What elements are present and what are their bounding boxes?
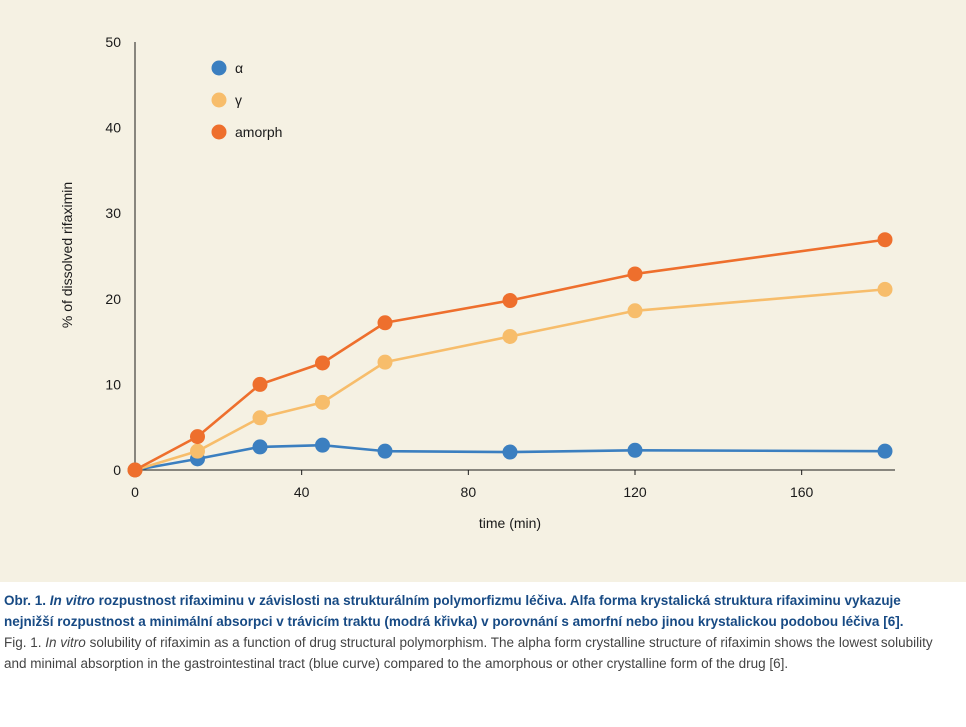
legend-label: γ — [235, 92, 242, 108]
y-tick-label: 30 — [105, 205, 121, 221]
series-1-line — [134, 288, 886, 472]
series-0-point — [627, 442, 643, 458]
series-0-point — [877, 443, 893, 459]
y-tick-label: 50 — [105, 34, 121, 50]
legend-marker — [211, 92, 227, 108]
x-tick-label: 120 — [623, 484, 647, 500]
series-2-point — [627, 266, 643, 282]
y-tick-label: 20 — [105, 291, 121, 307]
x-tick-label: 40 — [294, 484, 310, 500]
caption-czech: Obr. 1. In vitro rozpustnost rifaximinu … — [4, 590, 954, 632]
x-axis-title: time (min) — [479, 515, 541, 531]
axes: 0 10 20 30 40 50 0 40 80 120 160 — [105, 34, 895, 500]
series-0-point — [377, 443, 393, 459]
series-2-point — [877, 232, 893, 248]
series-1-point — [502, 328, 518, 344]
series-1-point — [252, 410, 268, 426]
series-1-point — [190, 443, 205, 459]
series-1-point — [377, 354, 393, 370]
caption-czech-text: rozpustnost rifaximinu v závislosti na s… — [4, 593, 904, 629]
caption-english: Fig. 1. In vitro solubility of rifaximin… — [4, 632, 954, 674]
series-1-point — [877, 281, 893, 297]
caption-english-label: Fig. 1. — [4, 635, 42, 650]
x-tick-label: 80 — [461, 484, 477, 500]
y-tick-label: 0 — [113, 462, 121, 478]
y-axis-title: % of dissolved rifaximin — [59, 182, 75, 328]
legend-marker — [211, 124, 227, 140]
legend-marker — [211, 60, 227, 76]
caption-english-italic: In vitro — [45, 635, 86, 650]
x-tick-label: 0 — [131, 484, 139, 500]
caption-czech-italic: In vitro — [49, 593, 95, 608]
series-2-point — [190, 429, 205, 445]
series-2-point — [377, 315, 393, 331]
y-tick-label: 40 — [105, 120, 121, 136]
series-1-point — [315, 394, 330, 410]
series-2-point — [315, 355, 330, 371]
series-layer — [127, 232, 893, 478]
figure-caption: Obr. 1. In vitro rozpustnost rifaximinu … — [4, 590, 954, 674]
caption-czech-label: Obr. 1. — [4, 593, 47, 608]
series-0-line — [134, 443, 886, 472]
x-tick-label: 160 — [790, 484, 814, 500]
series-0-point — [502, 444, 518, 460]
caption-english-text: solubility of rifaximin as a function of… — [4, 635, 933, 671]
series-2-point — [252, 376, 268, 392]
legend-label: α — [235, 60, 243, 76]
series-2-point — [127, 462, 143, 478]
chart-panel: 0 10 20 30 40 50 0 40 80 120 160 α γ amorph time (mi… — [0, 0, 966, 582]
series-2-line — [134, 238, 886, 472]
series-1-point — [627, 303, 643, 319]
dissolution-chart: 0 10 20 30 40 50 0 40 80 120 160 αγ amorph time (mi… — [59, 34, 895, 531]
legend: αγ amorph — [211, 60, 282, 140]
series-0-point — [315, 437, 330, 453]
series-0-point — [252, 439, 268, 455]
legend-label: amorph — [235, 124, 282, 140]
series-2-point — [502, 293, 518, 309]
y-tick-label: 10 — [105, 376, 121, 392]
